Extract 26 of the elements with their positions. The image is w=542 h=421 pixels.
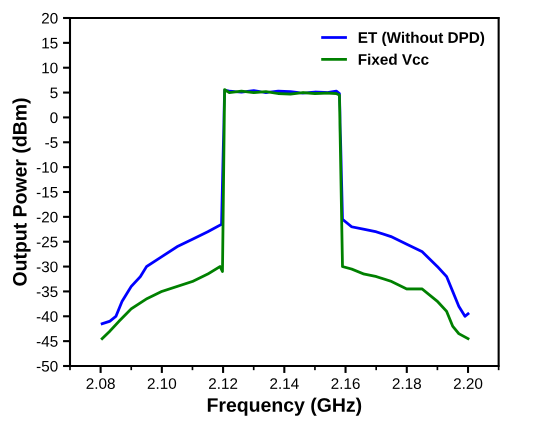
y-tick-label: -40 — [36, 311, 58, 322]
y-tick-label: -15 — [36, 187, 58, 198]
x-tick-label: 2.18 — [392, 378, 421, 390]
y-tick-label: -20 — [36, 212, 58, 223]
y-tick-label: 15 — [42, 38, 58, 49]
x-tick-label: 2.12 — [208, 378, 238, 389]
y-tick-label: -30 — [36, 261, 58, 272]
x-tick-label: 2.10 — [148, 378, 176, 390]
y-tick-label: -25 — [36, 236, 58, 248]
y-tick-label: 20 — [42, 12, 58, 24]
y-tick-label: -5 — [45, 137, 58, 148]
x-tick-label: 2.20 — [454, 378, 482, 390]
legend-label: ET (Without DPD) — [358, 32, 484, 46]
y-tick-label: -10 — [36, 162, 58, 173]
y-tick-label: -50 — [36, 360, 58, 372]
x-tick-label: 2.08 — [86, 378, 115, 390]
y-tick-label: -35 — [36, 286, 58, 298]
x-axis-title: Frequency (GHz) — [208, 398, 362, 416]
y-tick-label: 0 — [50, 112, 58, 124]
legend-label: Fixed Vcc — [358, 54, 429, 65]
y-tick-label: 10 — [42, 62, 58, 74]
x-tick-label: 2.16 — [331, 378, 360, 390]
y-tick-label: -45 — [36, 336, 58, 347]
x-tick-label: 2.14 — [270, 378, 299, 389]
y-tick-label: 5 — [50, 88, 58, 98]
y-axis-title: Output Power (dBm) — [12, 98, 31, 286]
